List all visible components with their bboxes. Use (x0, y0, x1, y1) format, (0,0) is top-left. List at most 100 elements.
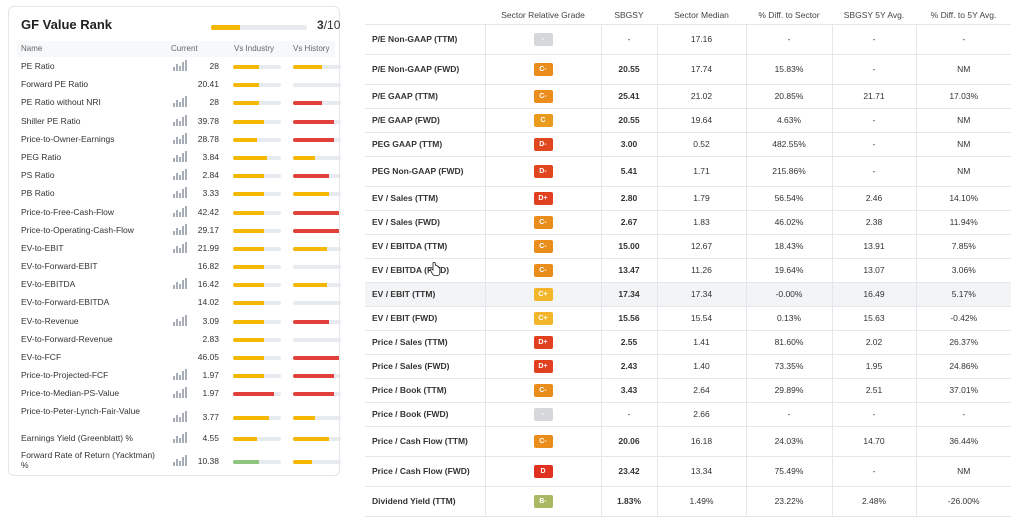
grade-badge[interactable]: C- (533, 62, 553, 76)
gf-row-name[interactable]: EV-to-EBITDA (21, 279, 76, 290)
gf-row-name[interactable]: PEG Ratio (21, 151, 62, 162)
grade-badge[interactable]: C- (533, 239, 553, 253)
gf-row-name[interactable]: PE Ratio (21, 61, 55, 71)
sparkline-icon[interactable] (173, 387, 187, 399)
gf-row-name[interactable]: Price-to-Free-Cash-Flow (21, 206, 115, 217)
metric-label[interactable]: P/E GAAP (FWD) (365, 108, 486, 133)
metric-label[interactable]: Price / Sales (FWD) (365, 354, 486, 379)
grade-badge[interactable]: - (533, 407, 553, 421)
gf-row[interactable]: EV-to-FCF 46.05 (17, 348, 341, 366)
sparkline-icon[interactable] (173, 241, 187, 253)
metric-label[interactable]: Dividend Yield (TTM) (365, 486, 486, 517)
grade-badge[interactable]: C- (533, 215, 553, 229)
sparkline-icon[interactable] (173, 187, 187, 199)
gf-row[interactable]: EV-to-Forward-Revenue 2.83 (17, 330, 341, 348)
sparkline-icon[interactable] (173, 410, 187, 422)
sparkline-icon[interactable] (173, 369, 187, 381)
sparkline-icon[interactable] (173, 454, 187, 466)
gf-row-name[interactable]: EV-to-FCF (21, 352, 62, 362)
sparkline-icon[interactable] (173, 278, 187, 290)
sparkline-icon[interactable] (173, 205, 187, 217)
sparkline-icon[interactable] (173, 60, 187, 71)
gf-row[interactable]: PE Ratio 28 (17, 57, 341, 75)
gf-row-name[interactable]: Forward Rate of Return (Yacktman) % (21, 449, 155, 470)
gf-row-name[interactable]: Earnings Yield (Greenblatt) % (21, 432, 133, 443)
gf-row-name[interactable]: PB Ratio (21, 188, 55, 199)
metric-label[interactable]: Price / Book (TTM) (365, 378, 486, 403)
gf-row[interactable]: Price-to-Free-Cash-Flow 42.42 (17, 203, 341, 221)
col-vs-industry[interactable]: Vs Industry (234, 44, 275, 53)
gf-row-name[interactable]: PS Ratio (21, 170, 55, 181)
gf-row-name[interactable]: EV-to-Revenue (21, 315, 79, 326)
gf-row-name[interactable]: Forward PE Ratio (21, 79, 89, 90)
metric-label[interactable]: P/E Non-GAAP (TTM) (365, 24, 486, 55)
gf-row[interactable]: PS Ratio 2.84 (17, 166, 341, 184)
gf-row[interactable]: PEG Ratio 3.84 (17, 148, 341, 166)
sparkline-icon[interactable] (173, 132, 187, 144)
gf-row[interactable]: Price-to-Operating-Cash-Flow 29.17 (17, 221, 341, 239)
grade-badge[interactable]: D+ (533, 335, 553, 349)
grade-badge[interactable]: C- (533, 434, 553, 448)
metric-label[interactable]: EV / EBIT (FWD) (365, 306, 486, 331)
metric-label[interactable]: Price / Book (FWD) (365, 402, 486, 427)
gf-row[interactable]: EV-to-Revenue 3.09 (17, 312, 341, 330)
metric-label[interactable]: EV / EBIT (TTM) (365, 282, 486, 307)
gf-row-name[interactable]: Price-to-Median-PS-Value (21, 388, 120, 399)
valuation-col-header[interactable]: Sector Median (657, 6, 746, 25)
gf-row[interactable]: EV-to-EBIT 21.99 (17, 239, 341, 257)
gf-row[interactable]: Price-to-Peter-Lynch-Fair-Value 3.77 (17, 403, 341, 429)
metric-label[interactable]: PEG GAAP (TTM) (365, 132, 486, 157)
gf-row-name[interactable]: EV-to-Forward-EBITDA (21, 297, 110, 308)
sparkline-icon[interactable] (173, 96, 187, 108)
sparkline-icon[interactable] (173, 314, 187, 326)
gf-row-name[interactable]: EV-to-Forward-Revenue (21, 333, 113, 344)
gf-row[interactable]: EV-to-Forward-EBIT 16.82 (17, 257, 341, 275)
sparkline-icon[interactable] (173, 431, 187, 443)
gf-row[interactable]: PE Ratio without NRI 28 (17, 93, 341, 111)
gf-row[interactable]: Price-to-Projected-FCF 1.97 (17, 366, 341, 384)
sparkline-icon[interactable] (173, 114, 187, 126)
metric-label[interactable]: Price / Cash Flow (FWD) (365, 456, 486, 487)
sparkline-icon[interactable] (173, 169, 187, 181)
gf-row-name[interactable]: Price-to-Operating-Cash-Flow (21, 224, 134, 235)
valuation-col-header[interactable]: SBGSY (601, 6, 657, 25)
metric-label[interactable]: PEG Non-GAAP (FWD) (365, 156, 486, 187)
valuation-col-header[interactable]: % Diff. to 5Y Avg. (916, 6, 1011, 25)
grade-badge[interactable]: C- (533, 263, 553, 277)
gf-row-name[interactable]: Price-to-Projected-FCF (21, 370, 109, 381)
valuation-col-header[interactable]: Sector Relative Grade (485, 6, 601, 25)
grade-badge[interactable]: D (533, 464, 553, 478)
grade-badge[interactable]: C+ (533, 311, 553, 325)
metric-label[interactable]: EV / Sales (FWD) (365, 210, 486, 235)
grade-badge[interactable]: B- (533, 494, 553, 508)
gf-row-name[interactable]: EV-to-EBIT (21, 242, 64, 253)
grade-badge[interactable]: - (533, 32, 553, 46)
sparkline-icon[interactable] (173, 223, 187, 235)
grade-badge[interactable]: C- (533, 89, 553, 103)
grade-badge[interactable]: C+ (533, 287, 553, 301)
col-current[interactable]: Current (171, 44, 198, 53)
metric-label[interactable]: Price / Sales (TTM) (365, 330, 486, 355)
grade-badge[interactable]: D+ (533, 359, 553, 373)
sparkline-icon[interactable] (173, 150, 187, 162)
gf-row-name[interactable]: Shiller PE Ratio (21, 115, 81, 126)
gf-row[interactable]: Price-to-Median-PS-Value 1.97 (17, 384, 341, 402)
gf-row-name[interactable]: Price-to-Peter-Lynch-Fair-Value (21, 405, 141, 416)
metric-label[interactable]: EV / EBITDA (TTM) (365, 234, 486, 259)
gf-row[interactable]: Forward Rate of Return (Yacktman) % 10.38 (17, 447, 341, 473)
col-vs-history[interactable]: Vs History (293, 44, 330, 53)
gf-row[interactable]: PB Ratio 3.33 (17, 184, 341, 202)
metric-label[interactable]: P/E GAAP (TTM) (365, 84, 486, 109)
gf-row[interactable]: Forward PE Ratio 20.41 (17, 75, 341, 93)
grade-badge[interactable]: D- (533, 137, 553, 151)
grade-badge[interactable]: D+ (533, 191, 553, 205)
gf-row[interactable]: Earnings Yield (Greenblatt) % 4.55 (17, 429, 341, 447)
gf-row-name[interactable]: PE Ratio without NRI (21, 97, 101, 108)
gf-row-name[interactable]: EV-to-Forward-EBIT (21, 261, 98, 272)
gf-row[interactable]: Shiller PE Ratio 39.78 (17, 112, 341, 130)
grade-badge[interactable]: C (533, 113, 553, 127)
metric-label[interactable]: EV / Sales (TTM) (365, 186, 486, 211)
valuation-col-header[interactable]: SBGSY 5Y Avg. (832, 6, 916, 25)
gf-row[interactable]: EV-to-EBITDA 16.42 (17, 275, 341, 293)
valuation-col-header[interactable]: % Diff. to Sector (746, 6, 832, 25)
